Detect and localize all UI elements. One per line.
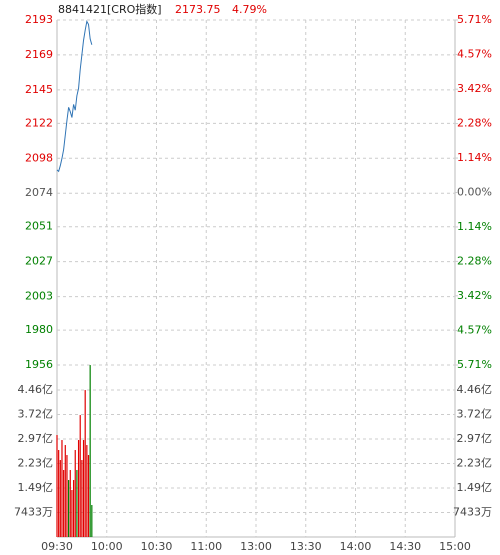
volume-bar: [82, 440, 85, 537]
y2-tick-label: 2.28%: [457, 254, 492, 267]
y2-tick-label: 4.57%: [457, 47, 492, 60]
x-tick-label: 13:00: [240, 540, 272, 553]
y-tick-label: 1956: [25, 358, 53, 371]
y-tick-label: 3.72亿: [18, 408, 54, 421]
y-tick-label-right: 2.97亿: [457, 432, 493, 445]
volume-bar: [63, 470, 65, 537]
volume-bar: [89, 365, 91, 537]
volume-bar: [56, 435, 58, 537]
y-tick-label: 2169: [25, 48, 53, 61]
volume-bar: [87, 455, 90, 537]
volume-bar: [86, 445, 88, 537]
y2-tick-label: 3.42%: [457, 289, 492, 302]
volume-bar: [59, 460, 61, 537]
price-line: [56, 20, 93, 173]
x-tick-label: 10:00: [91, 540, 123, 553]
volume-bar: [71, 490, 73, 537]
y-tick-label: 4.46亿: [18, 383, 54, 396]
volume-bar: [69, 470, 71, 537]
index-name: 8841421[CRO指数]: [58, 2, 162, 16]
volume-bar: [72, 480, 75, 537]
volume-bar: [84, 390, 86, 537]
y-tick-label: 2193: [25, 13, 53, 26]
x-tick-label: 13:30: [290, 540, 322, 553]
y-tick-label: 2145: [25, 83, 53, 96]
y-tick-label: 7433万: [14, 506, 53, 519]
x-tick-label: 10:30: [141, 540, 173, 553]
y-tick-label: 2027: [25, 255, 53, 268]
volume-bar: [58, 450, 60, 537]
volume-bar: [77, 440, 80, 537]
y2-tick-label: 5.71%: [457, 13, 492, 26]
y-tick-label: 1980: [25, 323, 53, 336]
volume-bar: [74, 450, 76, 537]
volume-bar: [66, 455, 68, 537]
volume-bar: [64, 445, 66, 537]
y-tick-label: 2.97亿: [18, 432, 54, 445]
y-tick-label: 2051: [25, 220, 53, 233]
x-tick-label: 14:30: [389, 540, 421, 553]
y-tick-label: 2122: [25, 116, 53, 129]
y2-tick-label: 2.28%: [457, 117, 492, 130]
y-tick-label-right: 2.23亿: [457, 457, 493, 470]
y-tick-label: 2.23亿: [18, 457, 54, 470]
y2-tick-label: 4.57%: [457, 324, 492, 337]
y-tick-label-right: 3.72亿: [457, 408, 493, 421]
y-tick-label: 2098: [25, 151, 53, 164]
x-tick-label: 14:00: [340, 540, 372, 553]
volume-bar: [61, 440, 63, 537]
y2-tick-label: 1.14%: [457, 151, 492, 164]
volume-bar: [81, 460, 83, 537]
y2-tick-label: 5.71%: [457, 358, 492, 371]
y2-tick-label: 0.00%: [457, 186, 492, 199]
volume-bar: [79, 415, 81, 537]
volume-bar: [91, 505, 93, 537]
y-tick-label: 2003: [25, 290, 53, 303]
x-tick-label: 11:00: [190, 540, 222, 553]
volume-bar: [68, 480, 70, 537]
volume-bar: [76, 470, 78, 537]
last-price: 2173.75: [175, 3, 221, 16]
x-tick-label: 09:30: [41, 540, 73, 553]
y2-tick-label: 3.42%: [457, 82, 492, 95]
y2-tick-label: 1.14%: [457, 220, 492, 233]
y-tick-label-right: 1.49亿: [457, 481, 493, 494]
y-tick-label: 1.49亿: [18, 481, 54, 494]
change-percent: 4.79%: [232, 3, 267, 16]
y-tick-label: 2074: [25, 186, 53, 199]
x-tick-label: 15:00: [439, 540, 471, 553]
y-tick-label-right: 4.46亿: [457, 383, 493, 396]
y-tick-label-right: 7433万: [453, 506, 492, 519]
